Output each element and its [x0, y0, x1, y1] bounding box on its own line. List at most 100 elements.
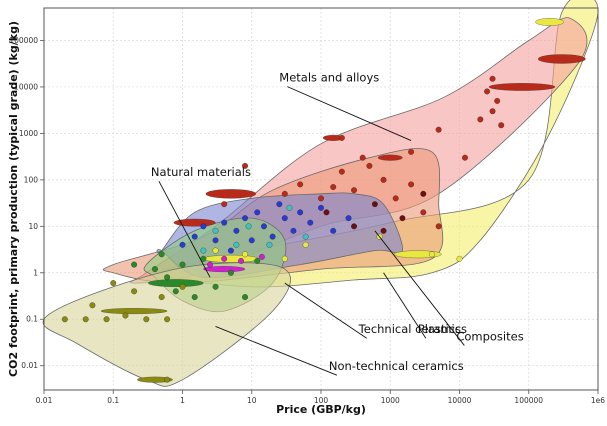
material-point	[131, 261, 138, 268]
material-point	[408, 148, 415, 155]
label-natural-materials: Natural materials	[151, 165, 251, 179]
x-tick-label: 1	[180, 396, 185, 405]
material-point	[103, 316, 110, 323]
material-point	[200, 223, 207, 230]
property-ellipse	[148, 279, 204, 287]
material-point	[456, 255, 463, 262]
material-point	[330, 184, 337, 191]
property-ellipse	[203, 254, 259, 263]
material-data-points	[61, 18, 586, 383]
material-point	[172, 288, 179, 295]
material-point	[164, 274, 171, 281]
x-tick-label: 0.1	[107, 396, 119, 405]
material-point	[399, 215, 406, 222]
material-point	[242, 251, 248, 258]
material-point	[351, 187, 357, 194]
material-point	[302, 241, 309, 248]
material-point	[221, 201, 228, 208]
label-composites: Composites	[456, 329, 523, 343]
y-axis-title: CO2 footprint, primary production (typic…	[7, 21, 20, 377]
leader-plastics	[383, 272, 427, 339]
x-tick-label: 100	[314, 396, 329, 405]
material-point	[110, 280, 117, 287]
material-point	[242, 294, 248, 301]
material-point	[290, 227, 297, 234]
material-point	[269, 233, 276, 240]
material-point	[281, 215, 288, 222]
material-point	[484, 88, 491, 95]
material-point	[227, 247, 234, 254]
material-point	[221, 219, 228, 226]
material-point	[212, 283, 219, 290]
material-point	[260, 223, 267, 230]
material-point	[242, 162, 248, 169]
material-point	[221, 255, 228, 262]
material-point	[392, 195, 399, 202]
material-point	[164, 376, 171, 383]
material-point	[286, 204, 293, 211]
material-point	[338, 168, 345, 175]
material-point	[179, 283, 186, 290]
x-tick-label: 1e6	[591, 396, 605, 405]
material-point	[297, 181, 304, 188]
x-tick-label: 100000	[514, 396, 543, 405]
material-point	[435, 223, 442, 230]
property-ellipse	[203, 266, 246, 273]
material-point	[158, 251, 165, 258]
material-point	[158, 294, 165, 301]
material-point	[330, 227, 337, 234]
leader-technical-ceramics	[284, 282, 367, 339]
material-point	[380, 176, 387, 183]
y-tick-label: 100	[24, 175, 39, 184]
leader-metals-and-alloys	[287, 86, 412, 142]
material-point	[254, 257, 261, 264]
material-point	[494, 97, 501, 104]
material-point	[420, 209, 427, 216]
material-point	[371, 201, 378, 208]
property-ellipse	[535, 18, 564, 26]
material-point	[318, 195, 324, 202]
material-point	[266, 241, 273, 248]
material-point	[151, 266, 158, 273]
material-point	[420, 190, 427, 197]
x-tick-label: 0.01	[36, 396, 53, 405]
annotation-leader-lines	[158, 86, 465, 376]
material-point	[281, 190, 288, 197]
property-ellipse	[100, 308, 168, 315]
material-point	[323, 209, 330, 216]
material-point	[254, 209, 261, 216]
envelope-non-technical-ceramics	[42, 262, 291, 387]
material-point	[245, 223, 252, 230]
material-point	[242, 215, 248, 222]
x-axis-ticks: 0.01 0.1 1 10 100 1000 10000 100000 1e6	[36, 390, 605, 405]
material-point	[380, 227, 387, 234]
material-point	[131, 288, 138, 295]
material-point	[477, 116, 484, 123]
material-point	[338, 134, 345, 141]
material-point	[191, 233, 198, 240]
property-ellipse	[205, 189, 257, 199]
material-point	[281, 255, 288, 262]
material-point	[366, 162, 373, 169]
material-point	[408, 181, 415, 188]
material-point	[302, 233, 309, 240]
material-point	[428, 251, 435, 258]
y-tick-label: 100000	[9, 36, 38, 45]
y-tick-label: 10	[28, 222, 38, 231]
material-point	[258, 253, 265, 260]
material-point	[248, 237, 255, 244]
y-tick-label: 0.01	[21, 361, 38, 370]
material-point	[489, 108, 496, 115]
material-point	[207, 261, 214, 268]
material-point	[89, 302, 96, 309]
x-tick-label: 10	[247, 396, 257, 405]
y-tick-label: 0.1	[26, 315, 38, 324]
property-ellipse	[537, 54, 586, 64]
property-ellipse	[488, 83, 556, 91]
material-point	[179, 241, 186, 248]
label-non-technical-ceramics: Non-technical ceramics	[329, 359, 464, 373]
property-ellipse	[137, 376, 173, 383]
property-ellipse	[377, 154, 403, 161]
x-tick-label: 1000	[381, 396, 400, 405]
